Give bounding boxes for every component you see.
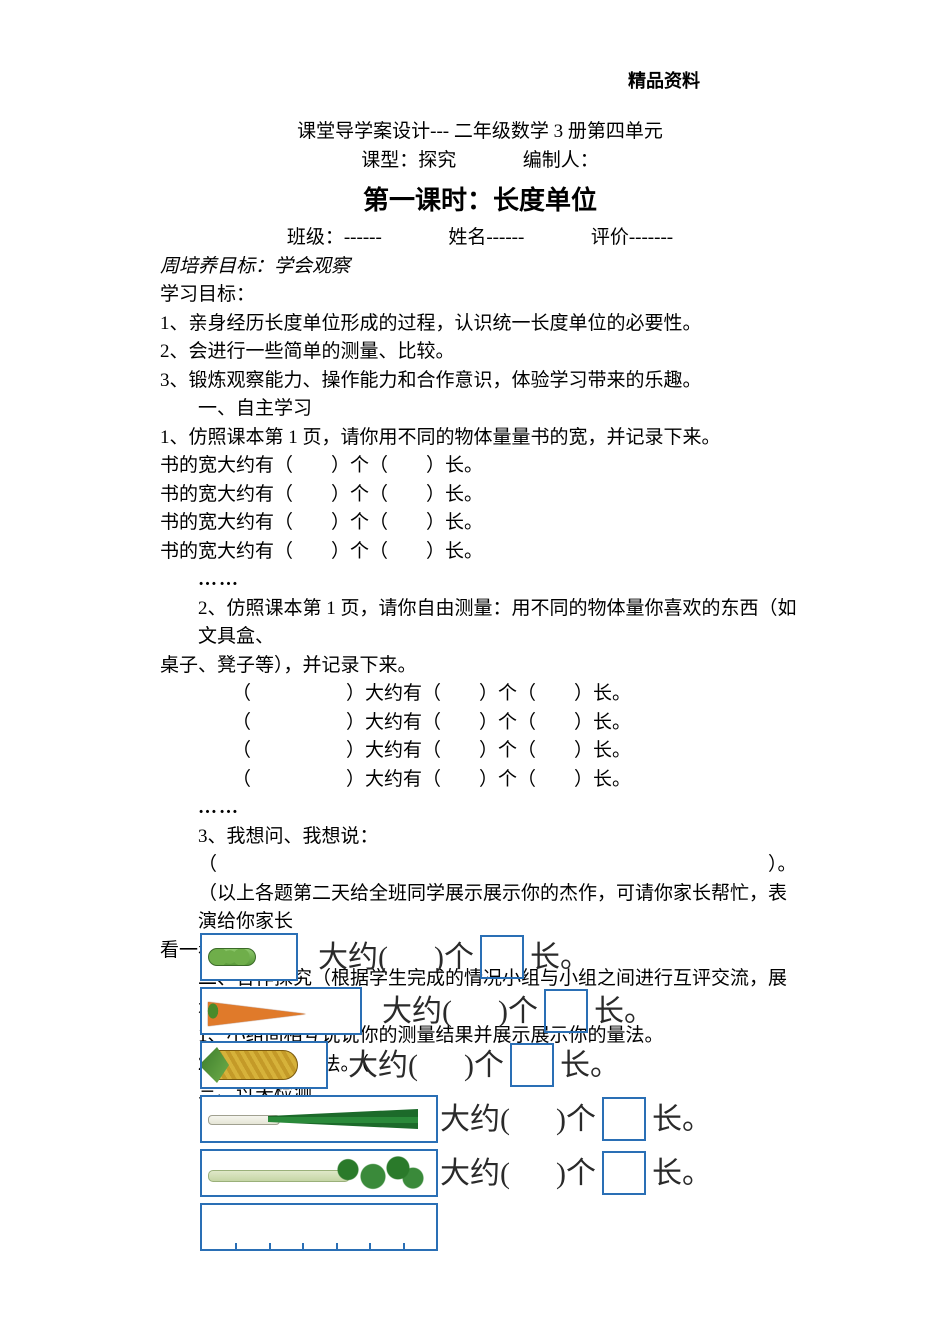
- figure-row: 大约( )个 长。: [200, 1146, 760, 1200]
- q2-blank-3: （ ）大约有（ ）个（ ）长。: [160, 737, 800, 766]
- blank-slot: [460, 989, 490, 1034]
- page: 精品资料 课堂导学案设计--- 二年级数学 3 册第四单元 课型：探究 编制人：…: [0, 0, 945, 1337]
- length-suffix: 长。: [530, 935, 590, 980]
- info-line: 班级：------ 姓名------ 评价-------: [160, 224, 800, 253]
- spacer: [387, 227, 444, 248]
- count-label: )个: [464, 1043, 504, 1088]
- unit-box: [544, 989, 588, 1033]
- meta-line1: 课堂导学案设计--- 二年级数学 3 册第四单元: [160, 118, 800, 147]
- carrot-icon: [200, 987, 362, 1035]
- eval-field: 评价-------: [591, 227, 673, 248]
- count-label: )个: [498, 989, 538, 1034]
- spacer: [529, 227, 586, 248]
- note-a: （以上各题第二天给全班同学展示展示你的杰作，可请你家长帮忙，表演给你家长: [160, 880, 800, 937]
- approx-label: 大约(: [440, 1097, 510, 1142]
- figure-row: 大约( )个 长。: [200, 1092, 760, 1146]
- q2-blank-4: （ ）大约有（ ）个（ ）长。: [160, 766, 800, 795]
- name-field: 姓名------: [448, 227, 524, 248]
- header-badge: 精品资料: [628, 68, 700, 95]
- question-2b: 桌子、凳子等），并记录下来。: [160, 652, 800, 681]
- length-suffix: 长。: [652, 1151, 712, 1196]
- section-1-heading: 一、自主学习: [160, 395, 800, 424]
- ellipsis-1: ……: [160, 566, 800, 595]
- figure-row: 大约( )个 长。: [200, 984, 760, 1038]
- figure-row: 大约( )个 长。: [200, 1038, 760, 1092]
- approx-label: 大约(: [348, 1043, 418, 1088]
- length-suffix: 长。: [594, 989, 654, 1034]
- lesson-type: 课型：探究: [361, 150, 456, 171]
- approx-label: 大约(: [440, 1151, 510, 1196]
- corn-icon: [200, 1041, 328, 1089]
- page-title: 第一课时：长度单位: [160, 181, 800, 220]
- weekly-goal: 周培养目标：学会观察: [160, 253, 800, 282]
- measurement-figure: 大约( )个长。大约( )个长。大约( )个长。大约( )个长。大约( )个长。: [200, 930, 760, 1254]
- q1-blank-3: 书的宽大约有（ ）个（ ）长。: [160, 509, 800, 538]
- count-label: )个: [434, 935, 474, 980]
- question-3: 3、我想问、我想说：（ ）。: [160, 823, 800, 880]
- unit-box: [480, 935, 524, 979]
- q2-blank-2: （ ）大约有（ ）个（ ）长。: [160, 709, 800, 738]
- goal-2: 2、会进行一些简单的测量、比较。: [160, 338, 800, 367]
- figure-row: 大约( )个 长。: [200, 930, 760, 984]
- celery-icon: [200, 1149, 438, 1197]
- unit-box: [602, 1151, 646, 1195]
- goal-1: 1、亲身经历长度单位形成的过程，认识统一长度单位的必要性。: [160, 310, 800, 339]
- q1-blank-1: 书的宽大约有（ ）个（ ）长。: [160, 452, 800, 481]
- ellipsis-2: ……: [160, 794, 800, 823]
- question-2a: 2、仿照课本第 1 页，请你自由测量：用不同的物体量你喜欢的东西（如文具盒、: [160, 595, 800, 652]
- ruler-row: [200, 1200, 760, 1254]
- scallion-icon: [200, 1095, 438, 1143]
- count-label: )个: [556, 1097, 596, 1142]
- question-1: 1、仿照课本第 1 页，请你用不同的物体量量书的宽，并记录下来。: [160, 424, 800, 453]
- approx-label: 大约(: [382, 989, 452, 1034]
- author-label: 编制人：: [523, 150, 599, 171]
- ruler-icon: [200, 1203, 438, 1251]
- goals-label: 学习目标：: [160, 281, 800, 310]
- goal-3: 3、锻炼观察能力、操作能力和合作意识，体验学习带来的乐趣。: [160, 367, 800, 396]
- q1-blank-4: 书的宽大约有（ ）个（ ）长。: [160, 538, 800, 567]
- blank-slot: [518, 1151, 548, 1196]
- unit-box: [602, 1097, 646, 1141]
- unit-box: [510, 1043, 554, 1087]
- pea-icon: [200, 933, 298, 981]
- q1-blank-2: 书的宽大约有（ ）个（ ）长。: [160, 481, 800, 510]
- blank-slot: [518, 1097, 548, 1142]
- spacer: [461, 150, 518, 171]
- blank-slot: [426, 1043, 456, 1088]
- meta-line2: 课型：探究 编制人：: [160, 147, 800, 176]
- q2-blank-1: （ ）大约有（ ）个（ ）长。: [160, 680, 800, 709]
- length-suffix: 长。: [560, 1043, 620, 1088]
- approx-label: 大约(: [318, 935, 388, 980]
- length-suffix: 长。: [652, 1097, 712, 1142]
- count-label: )个: [556, 1151, 596, 1196]
- blank-slot: [396, 935, 426, 980]
- class-field: 班级：------: [287, 227, 382, 248]
